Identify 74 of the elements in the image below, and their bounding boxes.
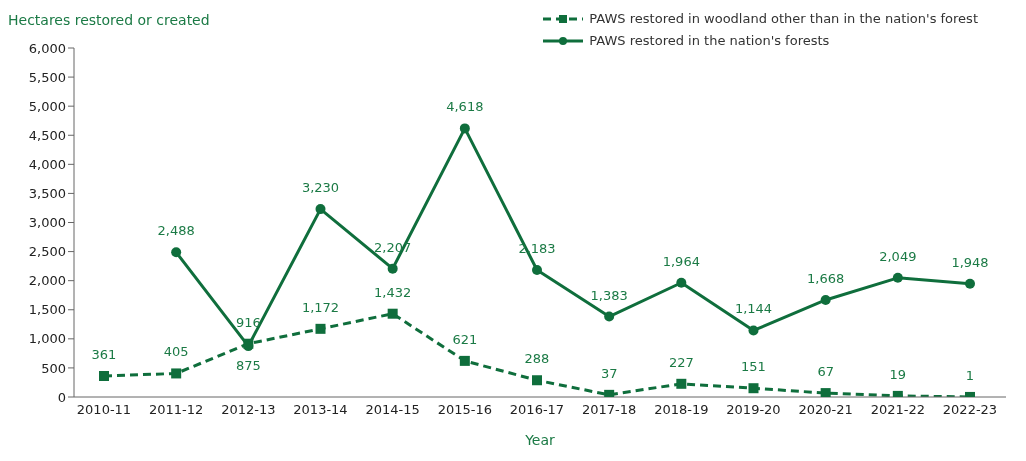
data-label: 19 [889,366,907,382]
y-tick-label: 2,000 [28,273,66,289]
data-label: 1,668 [807,270,845,286]
x-tick-label: 2010-11 [76,402,132,418]
point [459,355,470,366]
x-tick-label: 2019-20 [726,402,781,418]
y-tick-label: 500 [41,360,66,376]
point [676,378,687,389]
y-tick-label: 1,500 [28,302,66,318]
point [748,325,759,336]
data-label: 1,144 [734,301,773,317]
point [604,311,615,322]
x-tick-label: 2018-19 [654,402,709,418]
data-label: 1,964 [662,253,700,269]
point [676,277,687,288]
y-tick-label: 5,000 [28,98,66,114]
point [604,389,615,397]
point [171,368,182,379]
data-label: 37 [600,365,618,381]
point [387,263,398,274]
y-tick-label: 1,000 [28,331,66,347]
point [315,204,326,215]
x-tick-label: 2017-18 [582,402,637,418]
y-tick-label: 2,500 [28,244,66,260]
point [532,375,542,386]
data-label: 621 [452,331,478,347]
point [965,278,975,289]
y-tick-label: 4,000 [28,156,66,172]
y-tick-label: 4,500 [28,127,66,143]
point [315,323,326,334]
data-label: 1,432 [374,284,412,300]
legend-label: PAWS restored in woodland other than in the nation's forest [589,10,978,28]
y-tick-label: 3,500 [28,186,66,202]
y-tick-label: 0 [57,389,66,405]
x-tick-label: 2022-23 [942,402,998,418]
x-tick-label: 2013-14 [293,402,348,418]
y-tick-label: 5,500 [28,69,66,85]
data-label: 875 [235,358,261,374]
point [459,123,470,134]
data-label: 405 [163,344,189,360]
x-axis-title: Year [524,432,556,448]
point [748,383,759,394]
point [387,308,398,319]
data-label: 361 [91,347,117,362]
x-tick-label: 2014-15 [365,402,420,418]
y-tick-label: 6,000 [28,40,66,56]
x-tick-label: 2020-21 [798,402,853,418]
data-label: 1,383 [590,287,628,303]
data-label: 67 [817,364,834,380]
point [892,272,903,283]
point [820,388,831,397]
data-label: 227 [668,354,694,370]
x-tick-label: 2015-16 [437,402,492,418]
data-label: 2,488 [157,223,195,239]
point [532,265,542,276]
data-label: 1 [965,367,975,383]
x-tick-label: 2016-17 [509,402,565,418]
data-label: 4,618 [446,99,484,115]
point [99,371,109,381]
data-label: 916 [235,314,261,330]
data-label: 151 [741,359,766,375]
data-label: 3,230 [301,180,340,196]
data-label: 1,172 [301,299,340,315]
point [171,247,182,258]
y-axis-title: Hectares restored or created [8,12,210,28]
data-label: 2,049 [879,248,917,264]
x-tick-label: 2011-12 [149,402,204,418]
y-tick-label: 3,000 [28,215,66,231]
data-label: 288 [524,351,550,367]
point [820,294,831,305]
x-tick-label: 2021-22 [870,402,925,418]
legend-label: PAWS restored in the nation's forests [589,32,830,50]
x-tick-label: 2012-13 [221,402,276,418]
data-label: 1,948 [951,254,989,270]
